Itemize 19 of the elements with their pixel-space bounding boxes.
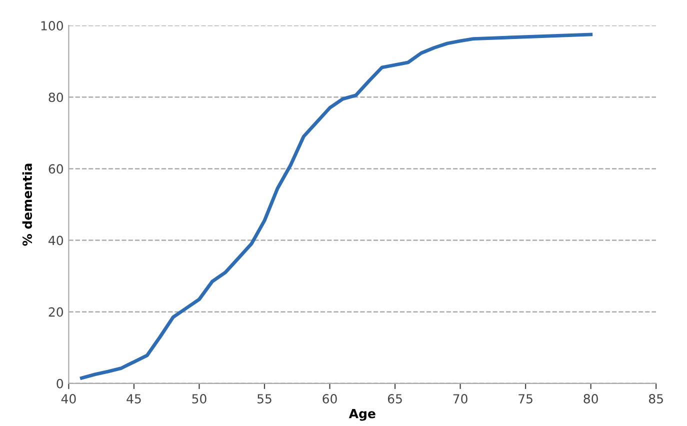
- x-tick-label: 65: [388, 394, 402, 404]
- x-tick-label: 45: [126, 394, 141, 404]
- x-tick-label: 70: [453, 394, 468, 404]
- line-series: [80, 32, 593, 380]
- x-tick-label: 75: [518, 394, 532, 404]
- x-tick-label: 50: [192, 394, 206, 404]
- y-tick-label: 40: [48, 236, 64, 246]
- y-tick-label: 100: [41, 21, 64, 30]
- x-tick-label: 40: [61, 394, 76, 404]
- y-tick-label: 20: [48, 307, 64, 317]
- x-tick-label: 55: [258, 394, 272, 404]
- y-axis-title: % dementia: [22, 164, 32, 246]
- y-tick-label: 60: [48, 164, 64, 174]
- x-tick-label: 60: [322, 394, 337, 404]
- x-tick-label: 85: [648, 394, 663, 404]
- x-axis-title: Age: [348, 408, 376, 421]
- y-tick-label: 80: [48, 92, 64, 102]
- y-tick-label: 0: [56, 378, 64, 388]
- x-tick-label: 80: [584, 394, 598, 404]
